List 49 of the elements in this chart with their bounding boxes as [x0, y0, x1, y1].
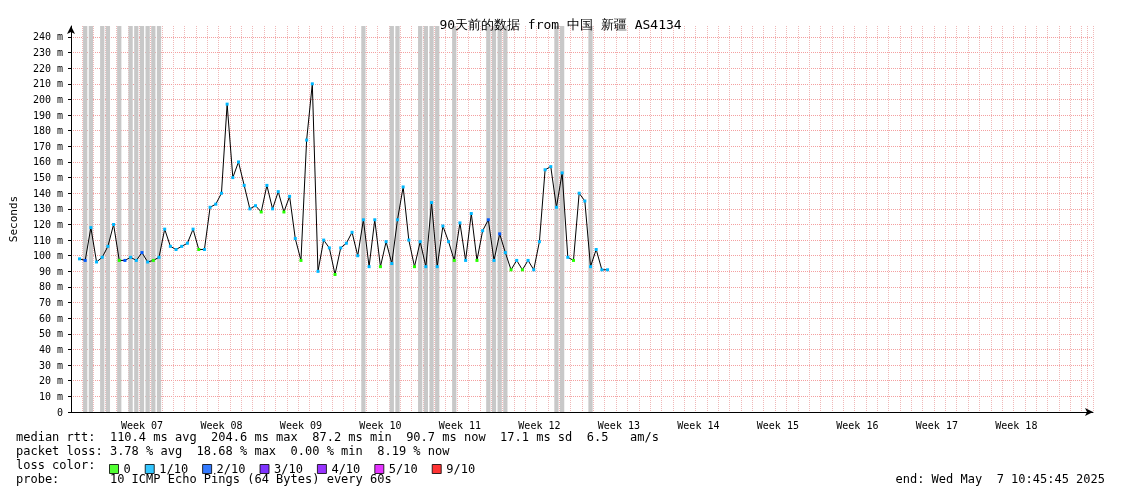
- y-tick-label: 40 m: [38, 343, 63, 355]
- y-tick-label: 100 m: [32, 250, 63, 262]
- y-tick-label: 30 m: [38, 359, 63, 371]
- y-tick-label: 70 m: [38, 297, 63, 309]
- y-tick-label: 10 m: [38, 390, 63, 402]
- x-tick-label: Week 10: [359, 419, 402, 431]
- x-tick-label: Week 16: [836, 419, 879, 431]
- y-tick-label: 230 m: [32, 47, 63, 59]
- y-tick-label: 120 m: [32, 218, 63, 230]
- x-tick-label: Week 15: [756, 419, 799, 431]
- legend-label: 4/10: [331, 462, 361, 476]
- x-tick-label: Week 12: [518, 419, 561, 431]
- legend-label: 0: [123, 462, 131, 476]
- y-tick-label: 210 m: [32, 78, 63, 90]
- y-tick-label: 80 m: [38, 281, 63, 293]
- legend-label: 9/10: [446, 462, 476, 476]
- y-tick-label: 90 m: [38, 265, 63, 277]
- y-tick-label: 240 m: [32, 31, 63, 43]
- chart-title: 90天前的数据 from 中国 新疆 AS4134: [439, 17, 682, 32]
- y-tick-label: 130 m: [32, 203, 63, 215]
- y-tick-label: 180 m: [32, 125, 63, 137]
- legend-label: 5/10: [388, 462, 418, 476]
- y-tick-label: 140 m: [32, 187, 63, 199]
- legend-title: loss color:: [16, 458, 96, 472]
- y-axis-title: Seconds: [7, 195, 20, 243]
- x-tick-label: Week 18: [995, 419, 1038, 431]
- y-tick-label: 160 m: [32, 156, 63, 168]
- y-tick-label: 110 m: [32, 234, 63, 246]
- y-tick-label: 190 m: [32, 109, 63, 121]
- y-tick-label: 60 m: [38, 312, 63, 324]
- x-tick-label: Week 14: [677, 419, 720, 431]
- text: median rtt: 110.4 ms avg 204.6 ms max 87.2 ms min 90.7 ms now 17.1 ms sd 6.5 am/s: [16, 430, 659, 444]
- y-tick-label: 220 m: [32, 62, 63, 74]
- y-tick-label: 0: [56, 406, 63, 418]
- text: packet loss: 3.78 % avg 18.68 % max 0.00 % min 8.19 % now: [16, 444, 451, 458]
- x-tick-label: Week 08: [200, 419, 243, 431]
- y-tick-label: 20 m: [38, 375, 63, 387]
- legend-label: 2/10: [216, 462, 246, 476]
- x-tick-label: Week 09: [279, 419, 323, 431]
- x-tick-label: Week 13: [597, 419, 640, 431]
- x-tick-label: Week 11: [438, 419, 482, 431]
- x-tick-label: Week 07: [120, 419, 164, 431]
- x-tick-label: Week 17: [915, 419, 958, 431]
- legend-label: 3/10: [274, 462, 303, 476]
- y-tick-label: 50 m: [38, 328, 63, 340]
- text: end: Wed May 7 10:45:45 2025: [895, 472, 1105, 486]
- y-tick-label: 170 m: [32, 140, 63, 152]
- y-tick-label: 150 m: [32, 172, 63, 184]
- y-tick-label: 200 m: [32, 93, 63, 105]
